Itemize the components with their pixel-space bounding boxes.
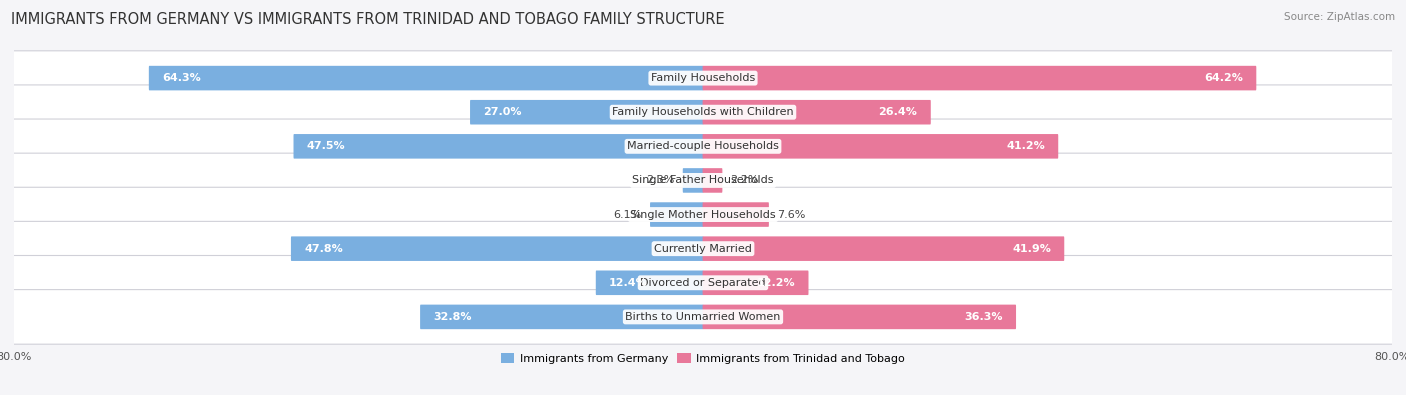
FancyBboxPatch shape — [11, 119, 1395, 174]
Text: 36.3%: 36.3% — [965, 312, 1002, 322]
FancyBboxPatch shape — [294, 134, 703, 159]
Text: 12.4%: 12.4% — [609, 278, 648, 288]
Text: 26.4%: 26.4% — [879, 107, 918, 117]
FancyBboxPatch shape — [11, 153, 1395, 208]
Text: 64.2%: 64.2% — [1204, 73, 1243, 83]
Text: 2.3%: 2.3% — [647, 175, 675, 185]
Text: 41.2%: 41.2% — [1007, 141, 1045, 151]
Text: 7.6%: 7.6% — [778, 210, 806, 220]
Text: 32.8%: 32.8% — [433, 312, 472, 322]
Legend: Immigrants from Germany, Immigrants from Trinidad and Tobago: Immigrants from Germany, Immigrants from… — [499, 351, 907, 366]
Text: Divorced or Separated: Divorced or Separated — [640, 278, 766, 288]
FancyBboxPatch shape — [683, 168, 703, 193]
Text: 47.8%: 47.8% — [304, 244, 343, 254]
FancyBboxPatch shape — [11, 85, 1395, 139]
FancyBboxPatch shape — [703, 168, 723, 193]
Text: 41.9%: 41.9% — [1012, 244, 1050, 254]
Text: Currently Married: Currently Married — [654, 244, 752, 254]
FancyBboxPatch shape — [703, 134, 1059, 159]
Text: Births to Unmarried Women: Births to Unmarried Women — [626, 312, 780, 322]
Text: 64.3%: 64.3% — [162, 73, 201, 83]
FancyBboxPatch shape — [11, 51, 1395, 105]
FancyBboxPatch shape — [703, 100, 931, 124]
FancyBboxPatch shape — [703, 236, 1064, 261]
FancyBboxPatch shape — [149, 66, 703, 90]
FancyBboxPatch shape — [650, 202, 703, 227]
Text: 12.2%: 12.2% — [756, 278, 796, 288]
Text: IMMIGRANTS FROM GERMANY VS IMMIGRANTS FROM TRINIDAD AND TOBAGO FAMILY STRUCTURE: IMMIGRANTS FROM GERMANY VS IMMIGRANTS FR… — [11, 12, 725, 27]
FancyBboxPatch shape — [420, 305, 703, 329]
FancyBboxPatch shape — [596, 271, 703, 295]
Text: Family Households: Family Households — [651, 73, 755, 83]
Text: Single Father Households: Single Father Households — [633, 175, 773, 185]
FancyBboxPatch shape — [11, 187, 1395, 242]
Text: 6.1%: 6.1% — [613, 210, 643, 220]
FancyBboxPatch shape — [11, 256, 1395, 310]
FancyBboxPatch shape — [470, 100, 703, 124]
Text: 27.0%: 27.0% — [484, 107, 522, 117]
Text: 2.2%: 2.2% — [731, 175, 759, 185]
FancyBboxPatch shape — [703, 305, 1017, 329]
FancyBboxPatch shape — [11, 290, 1395, 344]
Text: Family Households with Children: Family Households with Children — [612, 107, 794, 117]
Text: Single Mother Households: Single Mother Households — [630, 210, 776, 220]
FancyBboxPatch shape — [703, 271, 808, 295]
FancyBboxPatch shape — [703, 202, 769, 227]
Text: Source: ZipAtlas.com: Source: ZipAtlas.com — [1284, 12, 1395, 22]
FancyBboxPatch shape — [703, 66, 1257, 90]
FancyBboxPatch shape — [291, 236, 703, 261]
FancyBboxPatch shape — [11, 221, 1395, 276]
Text: Married-couple Households: Married-couple Households — [627, 141, 779, 151]
Text: 47.5%: 47.5% — [307, 141, 346, 151]
